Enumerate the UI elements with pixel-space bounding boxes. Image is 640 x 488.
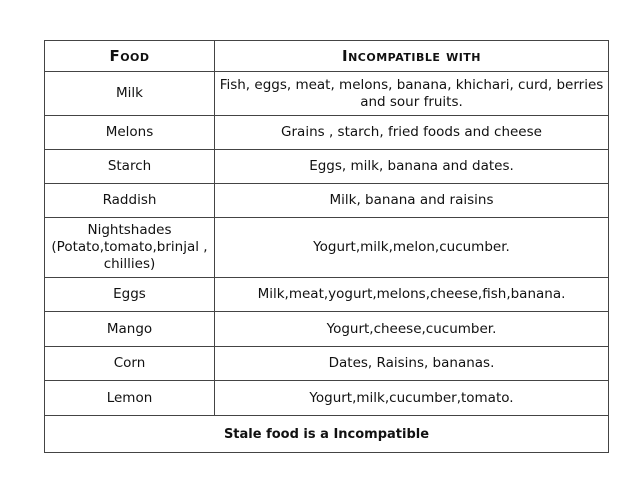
table-row: Corn Dates, Raisins, bananas.: [44, 346, 609, 381]
incompatible-cell: Yogurt,cheese,cucumber.: [214, 311, 609, 347]
incompatible-cell: Fish, eggs, meat, melons, banana, khicha…: [214, 71, 609, 116]
incompatible-foods-table: Food Incompatible with Milk Fish, eggs, m…: [44, 40, 609, 453]
incompatible-cell: Milk,meat,yogurt,melons,cheese,fish,bana…: [214, 277, 609, 312]
footer-row: Stale food is a Incompatible: [44, 415, 609, 453]
table-row: Eggs Milk,meat,yogurt,melons,cheese,fish,…: [44, 277, 609, 312]
food-cell: Nightshades (Potato,tomato,brinjal , chi…: [44, 217, 215, 278]
table-row: Melons Grains , starch, fried foods and c…: [44, 115, 609, 150]
table-row: Nightshades (Potato,tomato,brinjal , chi…: [44, 217, 609, 278]
food-cell: Corn: [44, 346, 215, 381]
incompatible-cell: Eggs, milk, banana and dates.: [214, 149, 609, 184]
header-food: Food: [44, 40, 215, 72]
incompatible-cell: Yogurt,milk,melon,cucumber.: [214, 217, 609, 278]
food-cell: Milk: [44, 71, 215, 116]
incompatible-cell: Dates, Raisins, bananas.: [214, 346, 609, 381]
footer-note: Stale food is a Incompatible: [44, 415, 609, 453]
food-cell: Mango: [44, 311, 215, 347]
food-cell: Lemon: [44, 380, 215, 416]
table-row: Milk Fish, eggs, meat, melons, banana, kh…: [44, 71, 609, 116]
food-cell: Starch: [44, 149, 215, 184]
table-row: Starch Eggs, milk, banana and dates.: [44, 149, 609, 184]
table-row: Mango Yogurt,cheese,cucumber.: [44, 311, 609, 347]
incompatible-cell: Grains , starch, fried foods and cheese: [214, 115, 609, 150]
food-cell: Melons: [44, 115, 215, 150]
food-cell: Raddish: [44, 183, 215, 218]
incompatible-cell: Milk, banana and raisins: [214, 183, 609, 218]
header-incompatible: Incompatible with: [214, 40, 609, 72]
table-row: Raddish Milk, banana and raisins: [44, 183, 609, 218]
header-row: Food Incompatible with: [44, 40, 609, 72]
incompatible-cell: Yogurt,milk,cucumber,tomato.: [214, 380, 609, 416]
food-cell: Eggs: [44, 277, 215, 312]
table-row: Lemon Yogurt,milk,cucumber,tomato.: [44, 380, 609, 416]
